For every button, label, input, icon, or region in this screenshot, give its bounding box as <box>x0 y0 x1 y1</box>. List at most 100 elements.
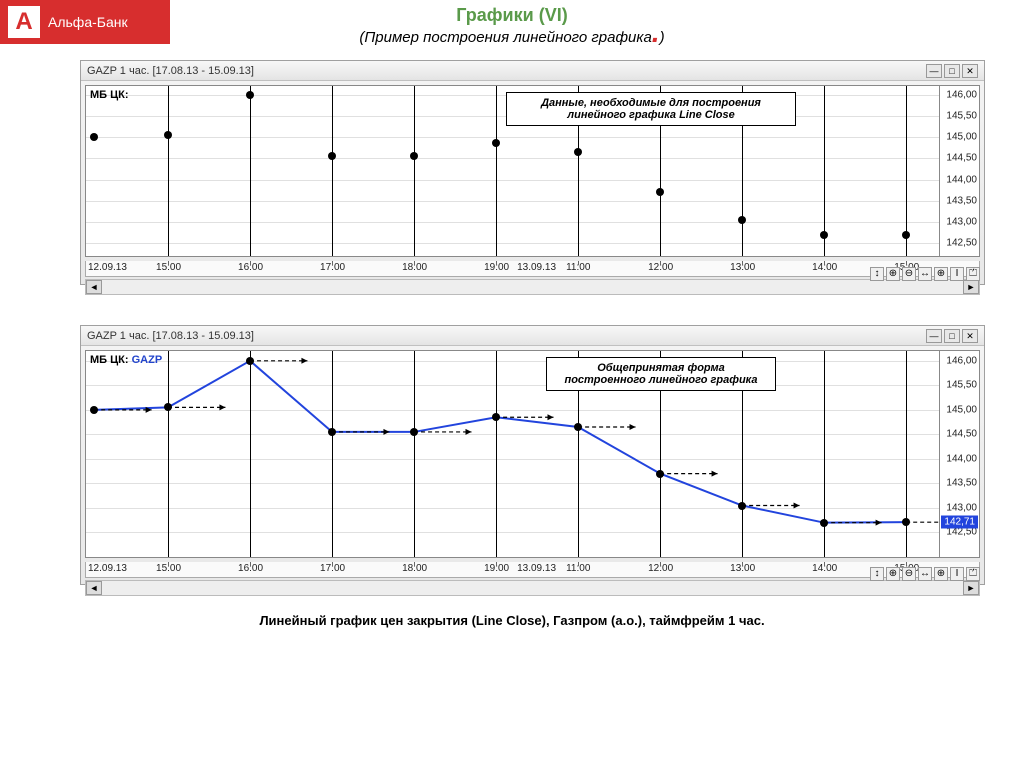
data-point <box>902 231 910 239</box>
gridline-h <box>86 410 939 411</box>
scroll-track[interactable] <box>104 582 961 594</box>
data-point <box>164 403 172 411</box>
gridline-h <box>86 137 939 138</box>
gridline-v <box>250 351 251 557</box>
tool-button[interactable]: ↔ <box>918 567 932 581</box>
tool-button[interactable]: I <box>950 267 964 281</box>
minimize-button[interactable]: — <box>926 329 942 343</box>
gridline-v <box>250 86 251 256</box>
gridline-h <box>86 243 939 244</box>
tool-button[interactable]: ⊖ <box>902 567 916 581</box>
minimize-button[interactable]: — <box>926 64 942 78</box>
price-badge: 142,71 <box>941 516 978 529</box>
tool-button[interactable]: I <box>950 567 964 581</box>
ytick-label: 145,00 <box>946 404 977 415</box>
chart1-scrollbar[interactable]: ◄ ► ↕⊕⊖↔⊕I⏍ <box>85 279 980 295</box>
ytick-label: 144,50 <box>946 153 977 164</box>
data-point <box>328 152 336 160</box>
tool-button[interactable]: ⊕ <box>934 567 948 581</box>
ytick-label: 142,50 <box>946 238 977 249</box>
ytick-label: 144,00 <box>946 174 977 185</box>
gridline-h <box>86 508 939 509</box>
scroll-right-icon[interactable]: ► <box>963 581 979 595</box>
tool-button[interactable]: ↔ <box>918 267 932 281</box>
subtitle-dot: . <box>652 17 660 48</box>
data-point <box>246 357 254 365</box>
data-point <box>90 133 98 141</box>
tool-button[interactable]: ⊖ <box>902 267 916 281</box>
data-point <box>656 188 664 196</box>
gridline-v <box>414 351 415 557</box>
scroll-left-icon[interactable]: ◄ <box>86 581 102 595</box>
data-point <box>738 216 746 224</box>
data-point <box>656 470 664 478</box>
tool-button[interactable]: ↕ <box>870 267 884 281</box>
chart2-title: GAZP 1 час. [17.08.13 - 15.09.13] <box>87 330 924 342</box>
chart-window-1: GAZP 1 час. [17.08.13 - 15.09.13] — □ ✕ … <box>80 60 985 285</box>
chart1-titlebar[interactable]: GAZP 1 час. [17.08.13 - 15.09.13] — □ ✕ <box>81 61 984 81</box>
close-button[interactable]: ✕ <box>962 64 978 78</box>
close-button[interactable]: ✕ <box>962 329 978 343</box>
gridline-h <box>86 434 939 435</box>
ytick-label: 144,50 <box>946 429 977 440</box>
subtitle-close: ) <box>660 29 665 46</box>
data-point <box>164 131 172 139</box>
data-point <box>574 148 582 156</box>
gridline-h <box>86 361 939 362</box>
data-point <box>902 518 910 526</box>
ytick-label: 143,50 <box>946 195 977 206</box>
ytick-label: 143,50 <box>946 478 977 489</box>
chart1-annotation: Данные, необходимые для построения линей… <box>506 92 796 126</box>
gridline-h <box>86 385 939 386</box>
gridline-h <box>86 483 939 484</box>
maximize-button[interactable]: □ <box>944 329 960 343</box>
gridline-v <box>168 351 169 557</box>
page-title: Графики (VI) <box>0 5 1024 26</box>
chart1-label: МБ ЦК: <box>90 89 129 101</box>
gridline-h <box>86 459 939 460</box>
ytick-label: 143,00 <box>946 502 977 513</box>
ytick-label: 145,50 <box>946 110 977 121</box>
tool-button[interactable]: ⊕ <box>886 267 900 281</box>
gridline-h <box>86 532 939 533</box>
tool-button[interactable]: ⊕ <box>886 567 900 581</box>
scroll-right-icon[interactable]: ► <box>963 280 979 294</box>
chart2-xaxis: 15:0016:0017:0018:0019:0011:0012:0013:00… <box>85 562 980 578</box>
gridline-h <box>86 158 939 159</box>
tool-button[interactable]: ⊕ <box>934 267 948 281</box>
chart2-label-prefix: МБ ЦК: <box>90 354 129 366</box>
ytick-label: 145,00 <box>946 132 977 143</box>
maximize-button[interactable]: □ <box>944 64 960 78</box>
chart2-yaxis: 142,50143,00143,50144,00144,50145,00145,… <box>939 351 979 557</box>
data-point <box>492 413 500 421</box>
data-point <box>90 406 98 414</box>
data-point <box>738 502 746 510</box>
gridline-h <box>86 180 939 181</box>
data-point <box>820 231 828 239</box>
ytick-label: 145,50 <box>946 380 977 391</box>
scroll-track[interactable] <box>104 281 961 293</box>
chart2-titlebar[interactable]: GAZP 1 час. [17.08.13 - 15.09.13] — □ ✕ <box>81 326 984 346</box>
page-subtitle: (Пример построения линейного графика.) <box>0 28 1024 46</box>
gridline-v <box>332 351 333 557</box>
ytick-label: 146,00 <box>946 89 977 100</box>
data-point <box>410 152 418 160</box>
data-point <box>410 428 418 436</box>
data-point <box>492 139 500 147</box>
gridline-h <box>86 222 939 223</box>
chart1-plot[interactable]: МБ ЦК: Данные, необходимые для построени… <box>85 85 980 257</box>
tool-button[interactable]: ⏍ <box>966 567 980 581</box>
chart1-yaxis: 142,50143,00143,50144,00144,50145,00145,… <box>939 86 979 256</box>
chart2-plot[interactable]: МБ ЦК: GAZP Общепринятая форма построенн… <box>85 350 980 558</box>
chart2-ticker: GAZP <box>132 354 163 366</box>
chart2-scrollbar[interactable]: ◄ ► ↕⊕⊖↔⊕I⏍ <box>85 580 980 596</box>
tool-button[interactable]: ↕ <box>870 567 884 581</box>
gridline-v <box>168 86 169 256</box>
chart1-title: GAZP 1 час. [17.08.13 - 15.09.13] <box>87 65 924 77</box>
data-point <box>574 423 582 431</box>
scroll-left-icon[interactable]: ◄ <box>86 280 102 294</box>
gridline-v <box>496 86 497 256</box>
tool-button[interactable]: ⏍ <box>966 267 980 281</box>
subtitle-text: (Пример построения линейного графика <box>359 29 651 46</box>
gridline-v <box>332 86 333 256</box>
